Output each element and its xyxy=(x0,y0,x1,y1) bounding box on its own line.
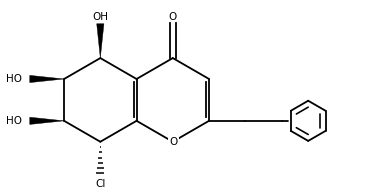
Polygon shape xyxy=(30,75,64,83)
Text: O: O xyxy=(169,137,177,147)
Polygon shape xyxy=(97,24,104,58)
Text: HO: HO xyxy=(6,74,21,84)
Polygon shape xyxy=(30,117,64,124)
Text: O: O xyxy=(169,12,177,22)
Text: HO: HO xyxy=(6,116,21,126)
Text: OH: OH xyxy=(92,12,108,22)
Text: Cl: Cl xyxy=(95,179,106,189)
